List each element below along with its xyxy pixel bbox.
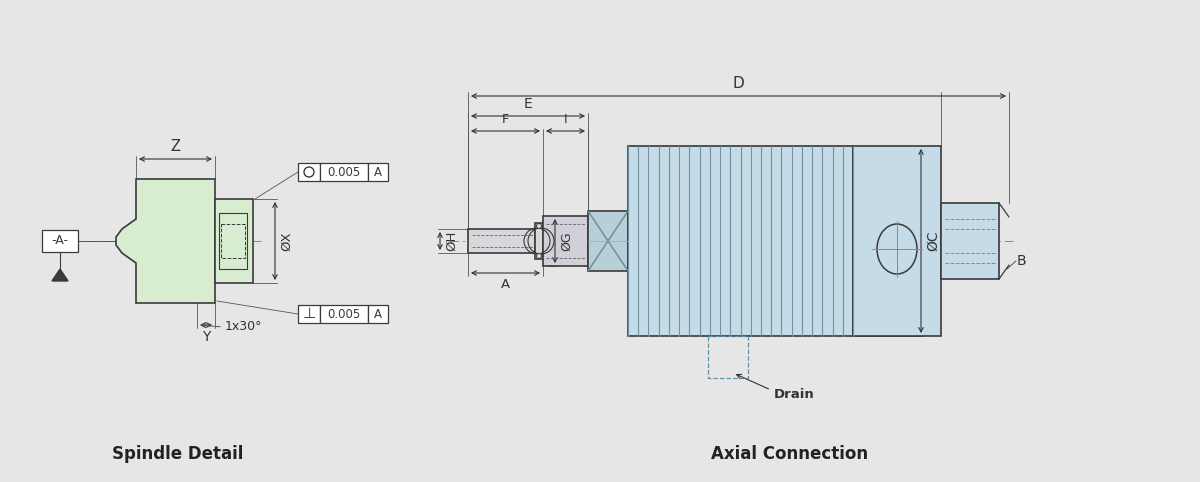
Text: Z: Z	[170, 139, 180, 154]
Polygon shape	[52, 269, 68, 281]
Text: Axial Connection: Axial Connection	[712, 445, 869, 463]
Text: F: F	[502, 113, 509, 126]
FancyBboxPatch shape	[320, 305, 368, 323]
Text: A: A	[500, 278, 510, 291]
FancyBboxPatch shape	[298, 163, 320, 181]
Text: ⊥: ⊥	[302, 307, 316, 321]
Text: -A-: -A-	[52, 235, 68, 247]
FancyBboxPatch shape	[368, 305, 388, 323]
Polygon shape	[542, 216, 588, 266]
Text: ØH: ØH	[445, 231, 458, 251]
FancyBboxPatch shape	[368, 163, 388, 181]
Polygon shape	[535, 223, 542, 259]
Polygon shape	[215, 199, 253, 283]
Text: A: A	[374, 308, 382, 321]
Text: I: I	[564, 113, 568, 126]
Polygon shape	[853, 146, 941, 336]
Text: ØG: ØG	[560, 231, 574, 251]
Circle shape	[536, 254, 541, 258]
Text: Y: Y	[202, 330, 210, 344]
Circle shape	[536, 224, 541, 228]
Text: ØC: ØC	[926, 231, 940, 251]
Text: 0.005: 0.005	[328, 165, 361, 178]
FancyBboxPatch shape	[320, 163, 368, 181]
Polygon shape	[628, 146, 853, 336]
Text: 1x30°: 1x30°	[226, 321, 263, 334]
Text: D: D	[733, 76, 744, 91]
Polygon shape	[941, 203, 998, 279]
FancyBboxPatch shape	[42, 230, 78, 252]
FancyBboxPatch shape	[298, 305, 320, 323]
Polygon shape	[220, 213, 247, 269]
Polygon shape	[116, 179, 215, 303]
Text: ØX: ØX	[280, 231, 293, 251]
Text: B: B	[1018, 254, 1027, 268]
Text: Drain: Drain	[774, 388, 815, 401]
Ellipse shape	[877, 224, 917, 274]
Text: A: A	[374, 165, 382, 178]
Text: Spindle Detail: Spindle Detail	[113, 445, 244, 463]
Text: E: E	[523, 97, 533, 111]
Polygon shape	[468, 229, 535, 253]
Text: 0.005: 0.005	[328, 308, 361, 321]
Polygon shape	[588, 211, 628, 271]
